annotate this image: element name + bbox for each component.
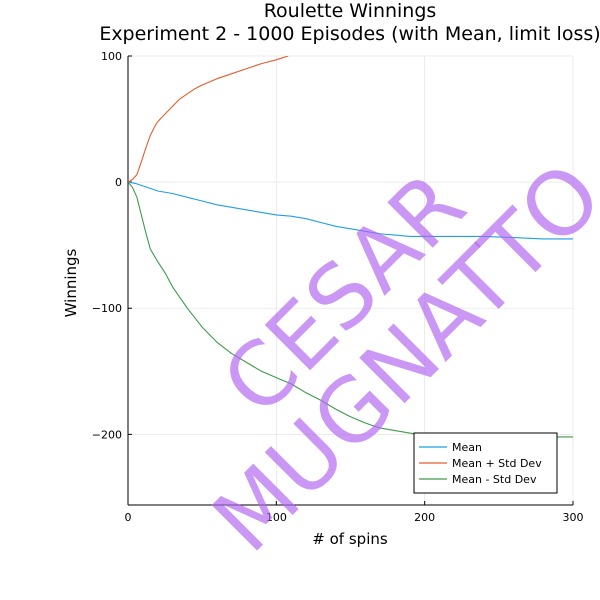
legend-box xyxy=(413,432,558,494)
legend-label-0: Mean xyxy=(452,441,482,454)
x-tick-label: 300 xyxy=(563,511,584,524)
series-line-1 xyxy=(128,56,289,183)
chart-subtitle: Experiment 2 - 1000 Episodes (with Mean,… xyxy=(99,23,600,45)
y-tick-label: 100 xyxy=(101,50,122,63)
legend-label-1: Mean + Std Dev xyxy=(452,457,542,470)
y-axis-ticks: 100 0 −100 −200 xyxy=(92,50,132,441)
x-tick-label: 100 xyxy=(266,511,287,524)
legend: Mean Mean + Std Dev Mean - Std Dev xyxy=(413,432,558,494)
x-tick-label: 200 xyxy=(414,511,435,524)
y-tick-label: 0 xyxy=(115,176,122,189)
y-tick-label: −100 xyxy=(92,302,122,315)
y-axis-label: Winnings xyxy=(62,248,80,317)
x-axis-label: # of spins xyxy=(312,530,388,548)
x-axis-ticks: 0 100 200 300 xyxy=(125,501,584,524)
legend-label-2: Mean - Std Dev xyxy=(452,473,537,486)
x-tick-label: 0 xyxy=(125,511,132,524)
series-line-0 xyxy=(128,181,573,240)
chart-title: Roulette Winnings xyxy=(264,0,437,22)
y-tick-label: −200 xyxy=(92,428,122,441)
